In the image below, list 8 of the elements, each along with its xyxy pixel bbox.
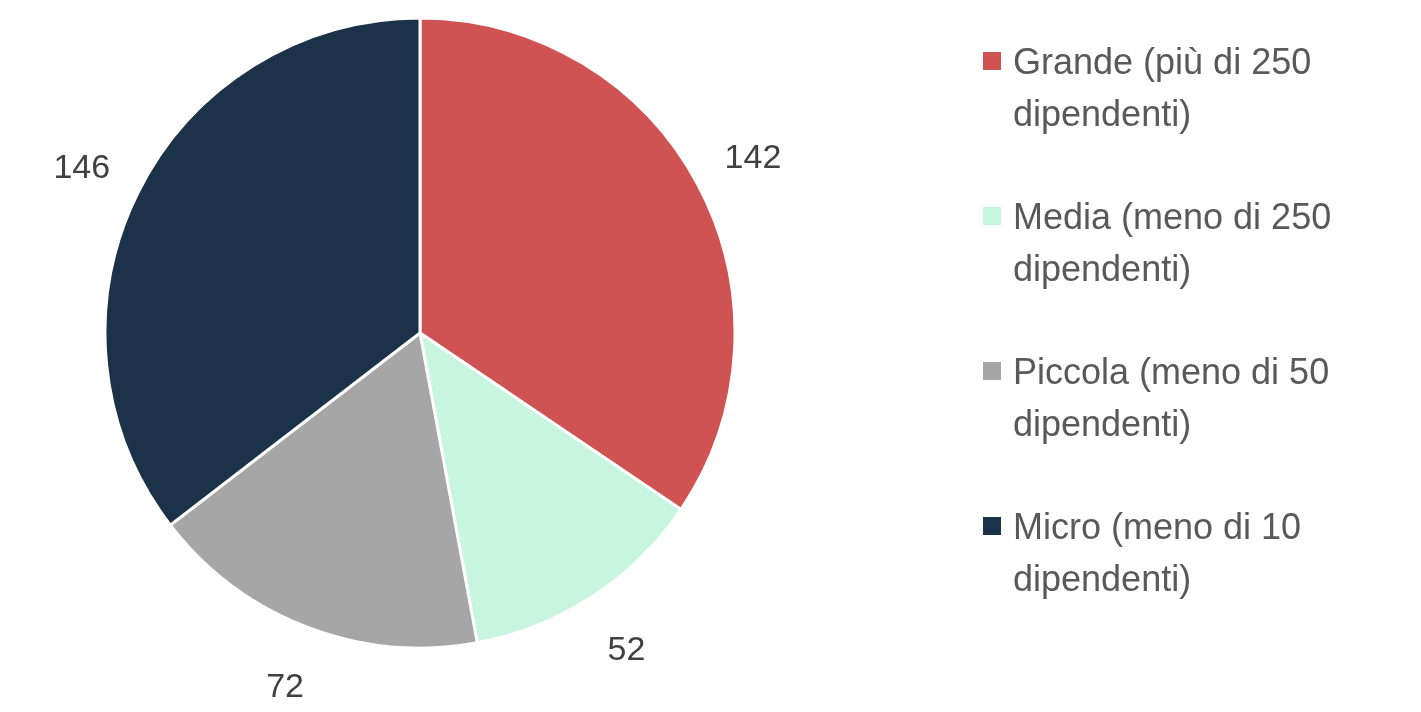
legend-label: Media (meno di 250 dipendenti) [1013,195,1333,291]
legend-label: Micro (meno di 10 dipendenti) [1013,505,1303,601]
legend-label: Piccola (meno di 50 dipendenti) [1013,350,1331,446]
data-label: 52 [607,629,646,668]
legend-label: Grande (più di 250 dipendenti) [1013,40,1313,136]
data-label: 146 [53,147,111,186]
data-label: 142 [724,137,782,176]
data-label: 72 [266,666,304,705]
